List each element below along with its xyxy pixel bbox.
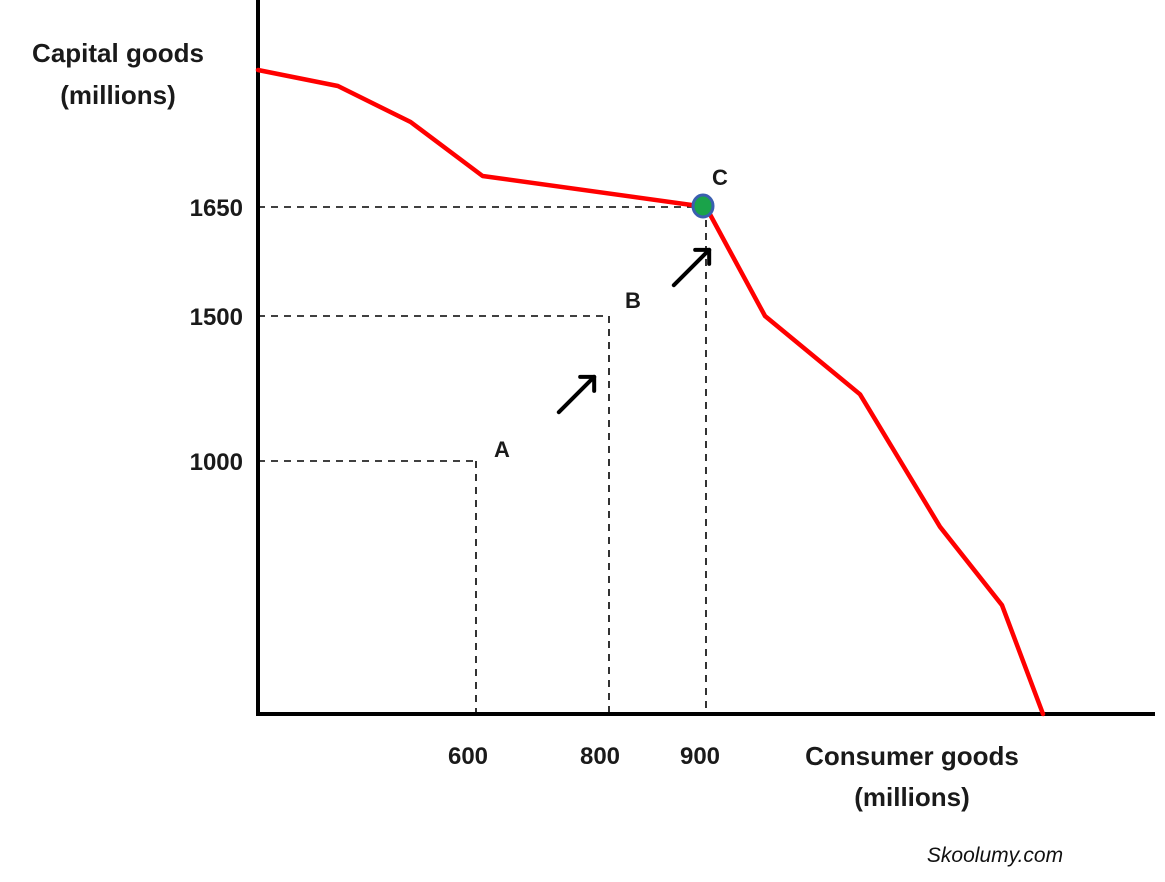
x-axis-label-line2: (millions) [854, 782, 970, 812]
arrow-head-B-C [693, 247, 712, 266]
point-marker-C [691, 193, 715, 219]
y-axis-label-line1: Capital goods [32, 38, 204, 68]
series-line-0 [255, 67, 1046, 717]
arrow-shaft-A-B [556, 374, 597, 415]
watermark-text: Skoolumy.com [927, 844, 1063, 867]
x-tick-label-600: 600 [448, 743, 488, 770]
y-axis-label-line2: (millions) [60, 80, 176, 110]
x-tick-label-800: 800 [580, 743, 620, 770]
point-label-A: A [494, 437, 510, 462]
x-tick-label-900: 900 [680, 743, 720, 770]
arrow-shaft-B-C [671, 247, 712, 288]
point-label-C: C [712, 165, 728, 190]
arrow-head-A-B [578, 374, 597, 393]
y-tick-label-1000: 1000 [190, 449, 243, 476]
y-tick-label-1500: 1500 [190, 304, 243, 331]
x-axis-label-line1: Consumer goods [805, 741, 1019, 771]
point-label-B: B [625, 288, 641, 313]
y-tick-label-1650: 1650 [190, 195, 243, 222]
